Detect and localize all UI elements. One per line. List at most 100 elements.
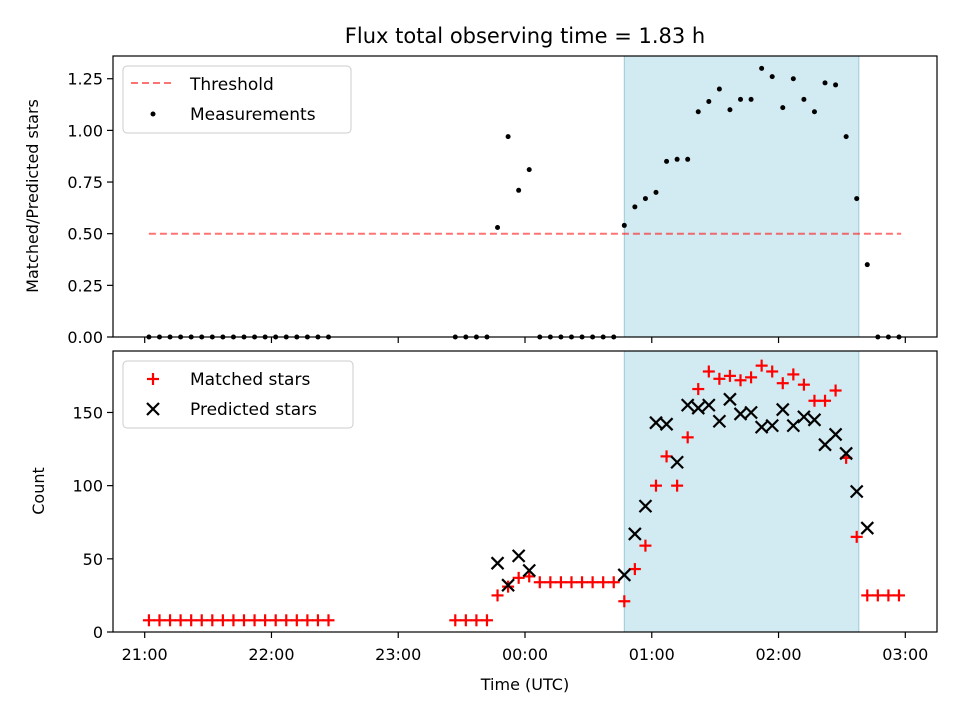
matched-star-point [755,359,768,372]
bottom-x-tick-label: 03:00 [882,645,928,664]
chart-title: Flux total observing time = 1.83 h [345,24,705,48]
matched-star-point [206,614,219,627]
matched-star-point [280,614,293,627]
top-y-axis: 0.00 0.25 0.50 0.75 1.00 1.25 [67,70,113,347]
legend-predicted-label: Predicted stars [190,400,317,420]
legend-threshold-label: Threshold [189,75,274,95]
predicted-star-point [490,556,505,570]
matched-star-point [628,563,641,576]
predicted-star-point [691,401,706,415]
measurement-point [748,96,754,102]
top-x-ticks [144,337,906,343]
matched-star-point [892,589,905,602]
bottom-x-tick-label: 23:00 [375,645,421,664]
bottom-legend: Matched stars Predicted stars [122,360,354,429]
bottom-y-tick-label: 50 [83,550,103,569]
measurement-point [516,187,522,193]
matched-star-point [142,614,155,627]
top-legend: Threshold Measurements [122,65,352,134]
measurement-point [822,80,828,86]
predicted-star-point [702,398,716,412]
measurement-point [526,167,532,173]
measurement-point [685,156,691,162]
bottom-x-axis-label: Time (UTC) [480,675,569,694]
matched-star-point [808,394,821,407]
matched-star-point [174,614,187,627]
bottom-x-tick-label: 01:00 [629,645,675,664]
matched-star-point [565,576,578,589]
legend-matched-swatch [147,373,159,385]
predicted-star-point [797,410,811,424]
matched-star-point [544,576,557,589]
measurement-point [621,222,627,228]
top-y-tick-label: 0.00 [67,328,103,347]
matched-star-point [227,614,240,627]
measurement-point [769,74,775,80]
matched-star-point [618,595,631,608]
matched-star-point [829,384,842,397]
predicted-star-point [723,392,737,407]
matched-star-point [586,576,599,589]
matched-star-point [576,576,589,589]
matched-star-point [269,614,282,627]
measurements-series [146,65,902,340]
measurement-point [780,105,786,111]
legend-predicted-swatch [146,402,160,416]
measurement-point [843,134,849,140]
predicted-star-point [828,427,843,442]
matched-star-point [449,614,462,627]
measurement-point [495,224,501,230]
predicted-star-point [775,402,790,417]
matched-star-point [639,539,652,552]
measurement-point [695,109,701,115]
top-y-tick-label: 0.75 [67,173,103,192]
matched-star-point [290,614,303,627]
matched-star-point [195,614,208,627]
predicted-star-point [511,549,526,563]
predicted-star-point [860,521,875,535]
bottom-x-tick-label: 21:00 [122,645,168,664]
bottom-x-axis: 21:00 22:00 23:00 00:00 01:00 02:00 03:00 [122,632,928,664]
predicted-star-point [839,446,853,461]
predicted-star-point [818,437,832,452]
matched-star-point [660,450,673,463]
measurement-point [632,204,638,210]
measurement-point [664,158,670,164]
matched-star-point [745,371,758,384]
measurement-point [674,156,680,162]
predicted-star-point [501,578,515,592]
bottom-y-axis-label: Count [29,467,48,515]
predicted-star-point [712,414,727,429]
bottom-y-tick-label: 100 [72,477,103,496]
legend-measurements-swatch [150,111,156,117]
matched-star-point [164,614,177,627]
legend-matched-label: Matched stars [190,370,310,390]
matched-star-point [216,614,229,627]
matched-star-point [607,576,620,589]
measurement-point [759,65,765,71]
matched-star-point [597,576,610,589]
predicted-star-point [617,568,632,582]
bottom-x-tick-label: 00:00 [502,645,548,664]
matched-star-point [311,614,324,627]
matched-star-point [554,576,567,589]
matched-star-point [185,614,198,627]
measurement-point [738,96,744,102]
bottom-y-tick-label: 150 [72,403,103,422]
predicted-star-point [754,420,769,434]
top-y-tick-label: 0.50 [67,225,103,244]
predicted-star-point [659,417,674,431]
matched-star-point [819,394,832,407]
predicted-star-point [680,398,695,412]
bottom-x-tick-label: 02:00 [755,645,801,664]
measurement-point [716,86,722,92]
matched-star-point [523,570,536,583]
measurement-point [811,109,817,115]
matched-star-point [681,431,694,444]
matched-star-point [322,614,335,627]
measurement-point [801,96,807,102]
measurement-point [833,82,839,88]
matched-star-point [734,374,747,387]
predicted-star-point [522,563,537,578]
matched-star-point [470,614,483,627]
